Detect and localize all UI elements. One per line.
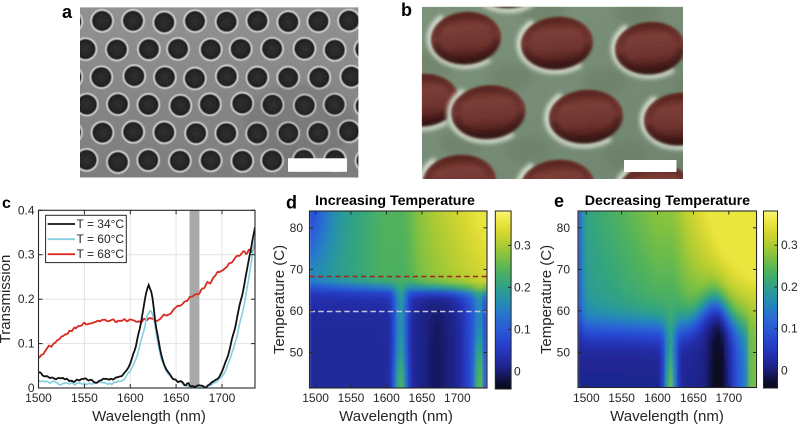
svg-text:1650: 1650 (409, 391, 436, 405)
svg-text:1600: 1600 (373, 391, 400, 405)
svg-text:70: 70 (557, 262, 571, 276)
svg-text:Wavelength (nm): Wavelength (nm) (92, 408, 206, 425)
svg-text:1650: 1650 (680, 391, 707, 405)
svg-text:50: 50 (557, 346, 571, 360)
svg-text:1500: 1500 (302, 391, 329, 405)
svg-text:0.1: 0.1 (781, 322, 798, 336)
svg-text:0.2: 0.2 (514, 280, 531, 294)
svg-text:e: e (554, 191, 564, 211)
svg-text:Transmission: Transmission (0, 255, 14, 344)
svg-text:0.2: 0.2 (18, 292, 35, 306)
svg-text:1600: 1600 (117, 391, 144, 405)
svg-text:Temperature (C): Temperature (C) (271, 245, 288, 354)
svg-text:Increasing Temperature: Increasing Temperature (315, 193, 475, 209)
svg-text:Wavelength (nm): Wavelength (nm) (339, 408, 453, 425)
svg-text:T = 68°C: T = 68°C (77, 247, 125, 261)
svg-text:T = 60°C: T = 60°C (77, 232, 125, 246)
svg-text:0.1: 0.1 (18, 337, 35, 351)
svg-text:1700: 1700 (444, 391, 471, 405)
svg-text:0.4: 0.4 (18, 203, 35, 217)
svg-text:80: 80 (557, 221, 571, 235)
svg-text:1700: 1700 (715, 391, 742, 405)
svg-text:60: 60 (557, 304, 571, 318)
svg-text:0: 0 (514, 364, 521, 378)
svg-text:T = 34°C: T = 34°C (77, 217, 125, 231)
svg-text:1700: 1700 (209, 391, 236, 405)
svg-text:c: c (2, 195, 11, 212)
svg-text:0.3: 0.3 (18, 248, 35, 262)
svg-text:0.3: 0.3 (514, 238, 531, 252)
svg-text:1500: 1500 (573, 391, 600, 405)
svg-text:0.2: 0.2 (781, 280, 798, 294)
svg-text:Temperature (C): Temperature (C) (538, 245, 555, 354)
svg-text:50: 50 (290, 346, 304, 360)
svg-text:1550: 1550 (608, 391, 635, 405)
svg-text:1500: 1500 (25, 391, 52, 405)
svg-text:0: 0 (28, 381, 35, 395)
svg-text:1600: 1600 (644, 391, 671, 405)
svg-text:b: b (401, 0, 412, 20)
svg-text:70: 70 (290, 262, 304, 276)
svg-text:1550: 1550 (338, 391, 365, 405)
svg-text:Decreasing Temperature: Decreasing Temperature (585, 193, 750, 209)
svg-text:Wavelength (nm): Wavelength (nm) (610, 408, 724, 425)
svg-text:d: d (286, 193, 297, 213)
svg-text:60: 60 (290, 304, 304, 318)
svg-text:a: a (62, 2, 73, 22)
svg-text:0.1: 0.1 (514, 322, 531, 336)
svg-text:0.3: 0.3 (781, 238, 798, 252)
svg-text:0: 0 (781, 364, 788, 378)
svg-text:1550: 1550 (71, 391, 98, 405)
svg-text:80: 80 (290, 221, 304, 235)
svg-text:1650: 1650 (163, 391, 190, 405)
